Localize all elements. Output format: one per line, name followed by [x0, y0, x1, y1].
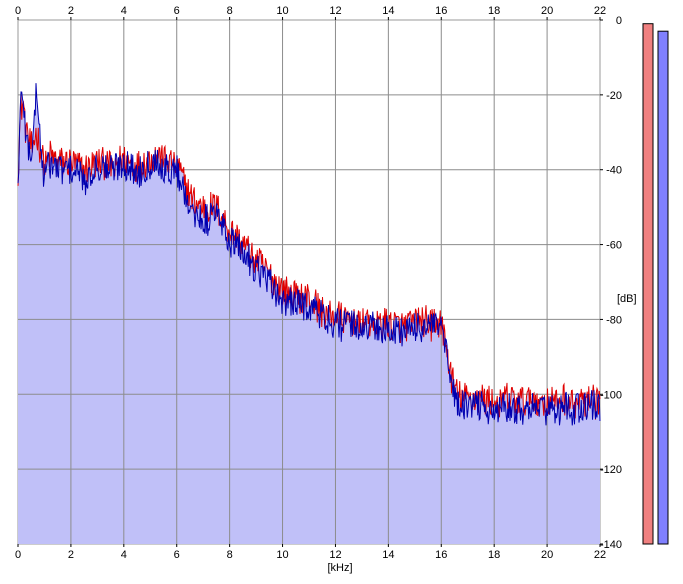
- chart-grid: [18, 20, 600, 544]
- x-tick-label-bottom: 10: [276, 549, 288, 561]
- x-tick-label-top: 4: [121, 5, 127, 17]
- y-tick-label: -140: [600, 539, 622, 551]
- x-tick-label-bottom: 4: [121, 549, 127, 561]
- y-tick-label: -80: [606, 314, 622, 326]
- x-axis-ticks-bottom: 0 2 4 6 8 10 12 14 16 18 20 22: [15, 544, 606, 561]
- spectrum-trace-channel-2: [17, 83, 601, 426]
- y-tick-label: -60: [606, 240, 622, 252]
- x-tick-label-top: 0: [15, 5, 21, 17]
- y-tick-label: -40: [606, 165, 622, 177]
- x-tick-label-bottom: 14: [382, 549, 394, 561]
- x-tick-label-bottom: 0: [15, 549, 21, 561]
- y-tick-label: -120: [600, 464, 622, 476]
- x-tick-label-bottom: 22: [594, 549, 606, 561]
- x-tick-label-top: 12: [329, 5, 341, 17]
- x-axis-label: [kHz]: [327, 562, 352, 574]
- x-tick-label-bottom: 2: [68, 549, 74, 561]
- y-axis-label: [dB]: [617, 293, 637, 305]
- x-tick-label-top: 10: [276, 5, 288, 17]
- y-tick-label: 0: [616, 15, 622, 27]
- y-tick-label: -100: [600, 389, 622, 401]
- x-tick-label-bottom: 6: [174, 549, 180, 561]
- level-meter-channel-2: [657, 30, 669, 545]
- x-tick-label-bottom: 16: [435, 549, 447, 561]
- x-tick-label-bottom: 20: [541, 549, 553, 561]
- x-tick-label-bottom: 18: [488, 549, 500, 561]
- x-tick-label-top: 18: [488, 5, 500, 17]
- x-tick-label-top: 14: [382, 5, 394, 17]
- x-axis-ticks-top: 0 2 4 6 8 10 12 14 16 18 20 22: [15, 5, 606, 20]
- level-meter-channel-1: [642, 23, 654, 545]
- x-tick-label-top: 8: [227, 5, 233, 17]
- x-tick-label-top: 20: [541, 5, 553, 17]
- x-tick-label-bottom: 8: [227, 549, 233, 561]
- x-tick-label-top: 6: [174, 5, 180, 17]
- y-axis-ticks: 0 -20 -40 -60 -80 -100 -120 -140: [600, 15, 622, 551]
- x-tick-label-top: 22: [594, 5, 606, 17]
- y-tick-label: -20: [606, 90, 622, 102]
- x-tick-label-top: 2: [68, 5, 74, 17]
- x-tick-label-bottom: 12: [329, 549, 341, 561]
- x-tick-label-top: 16: [435, 5, 447, 17]
